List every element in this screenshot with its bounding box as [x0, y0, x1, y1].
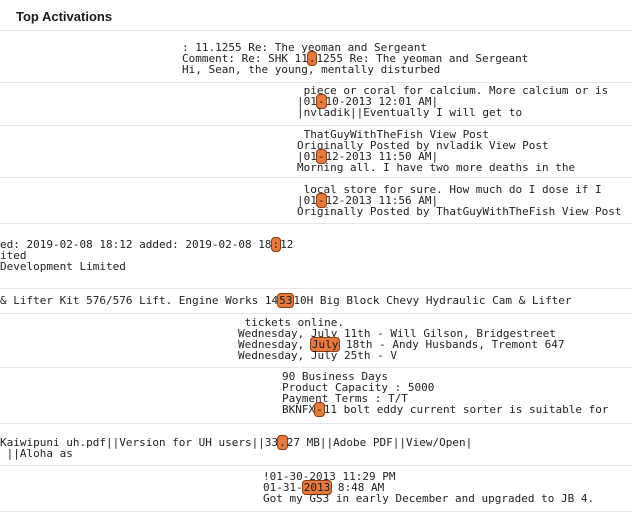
context-text: Hi, Sean, the young, mentally disturbed [182, 63, 441, 76]
context-text: ThatGuyWithTheFish View Post [297, 128, 490, 141]
activation-item: tickets online. Wednesday, July 11th - Wi… [0, 313, 632, 368]
context-text-after: 1255 Re: The yeoman and Sergeant [316, 52, 529, 65]
activation-item: & Lifter Kit 576/576 Lift. Engine Works … [0, 288, 632, 314]
context-line: ed: 2019-02-08 18:12 added: 2019-02-08 1… [0, 237, 294, 252]
context-text: Got my GS3 in early December and upgrade… [263, 492, 595, 505]
context-line: : 11.1255 Re: The yeoman and Sergeant [182, 42, 427, 53]
context-line: ThatGuyWithTheFish View Post [297, 129, 489, 140]
context-line: Kaiwipuni uh.pdf||Version for UH users||… [0, 435, 473, 450]
activation-item: ed: 2019-02-08 18:12 added: 2019-02-08 1… [0, 223, 632, 289]
context-text: |01 [297, 95, 317, 108]
context-text: Kaiwipuni uh.pdf||Version for UH users||… [0, 436, 279, 449]
context-line: Wednesday, July 25th - V [238, 350, 397, 361]
context-text: Wednesday, [238, 338, 311, 351]
context-text: ||Aloha as [0, 447, 73, 460]
context-line: 01-31-2013 8:48 AM [263, 480, 385, 495]
context-text: 90 Business Days [282, 370, 388, 383]
context-text-after: 10H Big Block Chevy Hydraulic Cam & Lift… [293, 294, 572, 307]
context-text: |01 [297, 194, 317, 207]
context-line: Originally Posted by nvladik View Post [297, 140, 549, 151]
context-line: local store for sure. How much do I dose… [297, 184, 602, 195]
context-line: !01-30-2013 11:29 PM [263, 471, 395, 482]
context-text: Payment Terms : T/T [282, 392, 408, 405]
context-text: ed: 2019-02-08 18:12 added: 2019-02-08 1… [0, 238, 272, 251]
context-line: Comment: Re: SHK 11.1255 Re: The yeoman … [182, 51, 529, 66]
context-text: Wednesday, July 11th - Will Gilson, Brid… [238, 327, 556, 340]
context-text: Wednesday, July 25th - V [238, 349, 397, 362]
context-line: Got my GS3 in early December and upgrade… [263, 493, 594, 504]
activation-item: Kaiwipuni uh.pdf||Version for UH users||… [0, 423, 632, 466]
context-text: Originally Posted by ThatGuyWithTheFish … [297, 205, 622, 218]
context-text: Comment: Re: SHK 11 [182, 52, 308, 65]
highlighted-token: - [314, 402, 325, 417]
context-text-after: 12-2013 11:50 AM| [325, 150, 439, 163]
context-text: Product Capacity : 5000 [282, 381, 435, 394]
context-line: 90 Business Days [282, 371, 388, 382]
context-text: |01 [297, 150, 317, 163]
context-line: Payment Terms : T/T [282, 393, 408, 404]
context-line: BKNFX-11 bolt eddy current sorter is sui… [282, 402, 609, 417]
context-text: local store for sure. How much do I dose… [297, 183, 602, 196]
context-line: |01-12-2013 11:50 AM| [297, 149, 439, 164]
context-text: tickets online. [238, 316, 344, 329]
highlighted-token: : [270, 237, 282, 252]
highlighted-token: - [315, 94, 327, 109]
context-line: Wednesday, July 18th - Andy Husbands, Tr… [238, 337, 565, 352]
context-line: |nvladik||Eventually I will get to [297, 107, 522, 118]
context-line: Wednesday, July 11th - Will Gilson, Brid… [238, 328, 556, 339]
context-text: !01-30-2013 11:29 PM [263, 470, 396, 483]
context-text: : 11.1255 Re: The yeoman and Sergeant [182, 41, 428, 54]
context-text: & Lifter Kit 576/576 Lift. Engine Works … [0, 294, 279, 307]
context-line: ||Aloha as [0, 448, 73, 459]
context-line: & Lifter Kit 576/576 Lift. Engine Works … [0, 293, 572, 308]
highlighted-token: July [309, 337, 341, 352]
context-text-after: 10-2013 12:01 AM| [325, 95, 439, 108]
highlighted-token: 2013 [301, 480, 333, 495]
activation-item: ThatGuyWithTheFish View Post Originally P… [0, 125, 632, 178]
highlighted-token: . [277, 435, 288, 450]
activation-item: !01-30-2013 11:29 PM 01-31-2013 8:48 AM Go… [0, 465, 632, 512]
context-text: Morning all. I have two more deaths in t… [297, 161, 576, 174]
context-text: Originally Posted by nvladik View Post [297, 139, 549, 152]
context-line: piece or coral for calcium. More calcium… [297, 84, 609, 97]
context-line: ited [0, 250, 27, 261]
context-text: Development Limited [0, 260, 126, 273]
context-text: |nvladik||Eventually I will get to [297, 106, 523, 119]
highlighted-token: . [306, 51, 318, 66]
context-line: Originally Posted by ThatGuyWithTheFish … [297, 206, 622, 217]
page-title: Top Activations [16, 9, 113, 24]
context-text-after: 12-2013 11:56 AM| [325, 194, 439, 207]
highlighted-token: - [315, 149, 327, 164]
activation-item: local store for sure. How much do I dose… [0, 177, 632, 224]
context-line: |01-10-2013 12:01 AM| [297, 94, 439, 109]
context-line: Development Limited [0, 261, 126, 272]
activation-item: 90 Business Days Product Capacity : 5000 P… [0, 367, 632, 424]
context-text-after: 12 [280, 238, 294, 251]
context-line: Morning all. I have two more deaths in t… [297, 162, 575, 173]
context-line: |01-12-2013 11:56 AM| [297, 193, 439, 208]
context-line: tickets online. [238, 317, 344, 328]
context-text: BKNFX [282, 403, 316, 416]
context-text-after: 27 MB||Adobe PDF||View/Open| [286, 436, 473, 449]
context-line: Product Capacity : 5000 [282, 382, 434, 393]
activation-item: : 11.1255 Re: The yeoman and Sergeant Com… [0, 30, 632, 83]
context-line: Hi, Sean, the young, mentally disturbed [182, 64, 440, 75]
context-text: ited [0, 249, 27, 262]
activation-item: piece or coral for calcium. More calcium… [0, 82, 632, 126]
context-text: 01-31- [263, 481, 303, 494]
context-text: piece or coral for calcium. More calcium… [297, 84, 609, 97]
highlighted-token: - [315, 193, 327, 208]
context-text-after: 11 bolt eddy current sorter is suitable … [323, 403, 609, 416]
context-text-after: 8:48 AM [331, 481, 385, 494]
context-text-after: 18th - Andy Husbands, Tremont 647 [339, 338, 565, 351]
highlighted-token: 53 [277, 293, 295, 308]
